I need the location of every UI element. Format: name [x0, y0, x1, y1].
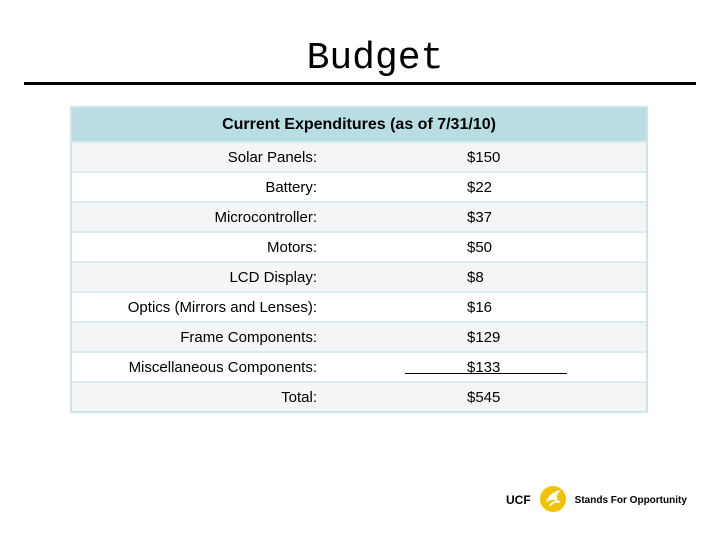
row-value: $133 — [467, 358, 501, 376]
row-label: Total: — [281, 388, 317, 406]
row-label: Motors: — [266, 238, 317, 256]
table-row-total: Total: $545 — [72, 381, 646, 411]
table-row: Frame Components: $129 — [72, 321, 646, 351]
row-label: Battery: — [265, 178, 317, 196]
row-value: $50 — [467, 238, 493, 256]
table-row: Solar Panels: $150 — [72, 141, 646, 171]
table-row: Optics (Mirrors and Lenses): $16 — [72, 291, 646, 321]
tagline: Stands For Opportunity — [574, 494, 687, 506]
title-divider — [24, 82, 696, 85]
sum-underline — [405, 373, 567, 374]
row-value: $545 — [467, 388, 501, 406]
row-label: Microcontroller: — [214, 208, 317, 226]
org-wordmark: UCF — [506, 493, 531, 507]
table-row: Microcontroller: $37 — [72, 201, 646, 231]
table-row: LCD Display: $8 — [72, 261, 646, 291]
row-label: Miscellaneous Components: — [128, 358, 317, 376]
row-value: $22 — [467, 178, 493, 196]
row-value: $129 — [467, 328, 501, 346]
table-row: Battery: $22 — [72, 171, 646, 201]
row-label: LCD Display: — [229, 268, 317, 286]
table-header: Current Expenditures (as of 7/31/10) — [72, 108, 646, 141]
row-value: $37 — [467, 208, 493, 226]
row-label: Frame Components: — [180, 328, 317, 346]
expenditures-table: Current Expenditures (as of 7/31/10) Sol… — [70, 106, 648, 413]
slide-title: Budget — [306, 37, 444, 80]
row-value: $16 — [467, 298, 493, 316]
table-row: Motors: $50 — [72, 231, 646, 261]
row-label: Solar Panels: — [227, 148, 317, 166]
row-label: Optics (Mirrors and Lenses): — [127, 298, 317, 316]
row-value: $8 — [467, 268, 484, 286]
footer-logo: UCF Stands For Opportunity — [506, 482, 687, 518]
row-value: $150 — [467, 148, 501, 166]
pegasus-icon — [537, 482, 569, 519]
table-row: Miscellaneous Components: $133 — [72, 351, 646, 381]
